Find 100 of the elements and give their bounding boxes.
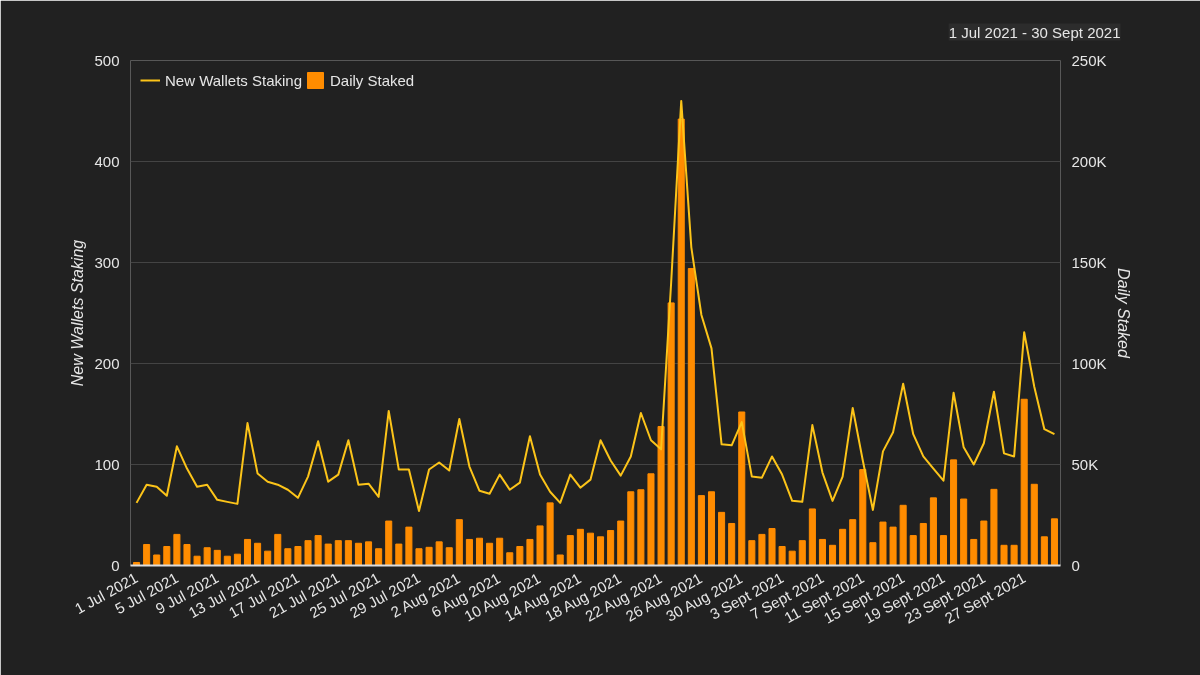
bar [173,533,181,566]
bar [475,537,484,566]
bar [496,537,504,566]
bar [818,538,826,566]
bar [153,554,161,566]
bar [849,519,857,566]
y-axis-title: New Wallets Staking [69,239,87,387]
bar [1030,483,1038,566]
bar [788,550,796,566]
y2-tick-label: 100K [1071,355,1107,372]
bar [657,426,665,566]
bar [960,498,968,566]
bar [748,540,756,566]
bar [970,538,978,566]
bar [324,543,332,566]
bar [798,540,806,566]
bar [375,548,383,566]
bar [1050,518,1058,566]
bar [435,541,443,566]
bar [677,118,685,566]
bar [738,411,746,566]
bar [304,540,312,566]
line-series [135,99,1056,512]
bar [274,533,282,566]
bar [839,528,847,566]
bar [264,550,272,566]
y-tick-label: 100 [94,455,120,473]
bar [556,554,564,566]
bar [334,540,342,566]
bar [919,522,927,566]
bar [808,508,816,566]
bar [980,520,988,566]
bar [465,538,473,566]
bar [586,532,594,566]
bar [869,542,877,566]
y-tick-label: 300 [94,253,120,271]
bar [415,548,423,566]
y-tick-label: 500 [94,51,120,69]
bar [243,538,252,566]
legend-label: Daily Staked [330,71,415,89]
bar [687,268,695,566]
bar [829,544,837,566]
bar [697,495,705,566]
bar [728,522,736,566]
y-tick-label: 400 [94,152,120,170]
bar [1000,544,1008,566]
bar [707,491,716,566]
bar [899,504,907,566]
bar [1040,536,1048,566]
y2-tick-label: 250K [1071,52,1107,69]
bar [203,547,211,566]
bar [1010,544,1018,566]
bar [395,543,403,566]
bar [223,555,231,566]
bar [889,526,897,566]
bar [546,502,554,566]
bar [233,553,241,566]
bar [950,459,958,566]
bar [254,542,262,566]
y-tick-label: 200 [94,354,120,372]
y2-tick-label: 200K [1071,153,1107,170]
bar [506,552,514,566]
y2-axis-title: Daily Staked [1114,268,1132,360]
bar [879,521,887,566]
text: 1 Jul 2021 - 30 Sept 2021 [948,23,1121,41]
y2-tick-label: 150K [1071,254,1107,271]
bar [768,528,776,566]
bar [163,546,171,566]
bar [516,546,524,566]
bar [486,542,494,566]
y2-tick-label: 50K [1071,456,1099,473]
bar [617,520,625,566]
bar [627,491,635,566]
bar [445,547,453,566]
bar [405,526,413,566]
bar [597,536,605,566]
bar [990,488,998,566]
bar [344,540,352,566]
bar [455,519,463,566]
bar [566,535,574,566]
bar [425,546,433,566]
bar [859,469,867,566]
bar [526,538,534,566]
bar [284,548,292,566]
bar [667,302,675,566]
bar [193,555,201,566]
bar [143,543,151,566]
bar [929,497,937,566]
bar [939,535,948,566]
bar [365,541,373,566]
bar [758,533,766,566]
bar [294,546,302,566]
bar [183,543,191,566]
bar [576,528,584,566]
bar [213,549,221,566]
y-tick-label: 0 [111,556,120,574]
bar [637,489,645,566]
bar [314,535,322,566]
bar [909,535,917,566]
bar [536,525,544,566]
